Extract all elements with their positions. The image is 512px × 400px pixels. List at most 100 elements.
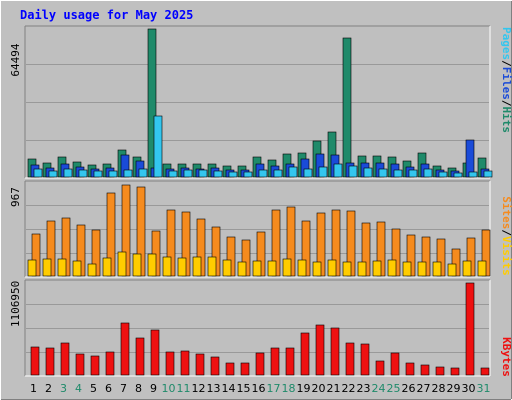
- bar-pages-day-19: [303, 168, 313, 178]
- bar-visits-day-undefined: [267, 260, 277, 277]
- bar-kbytes-day-undefined: [405, 362, 415, 376]
- bar-visits-day-undefined: [27, 259, 37, 277]
- day-axis-labels: 1 2 3 4 5 6 7 8 9 10 11 12 13 14 15 16 17 18 19 20 21 22 23 24 2…: [30, 382, 491, 395]
- bar-pages-day-23: [363, 167, 373, 178]
- bar-kbytes-day-undefined: [90, 355, 100, 376]
- day-label-1: 1: [30, 382, 37, 395]
- bar-pages-day-5: [93, 170, 103, 178]
- day-label-23: 23: [357, 382, 371, 395]
- bar-visits-day-undefined: [237, 261, 247, 277]
- bar-pages-day-8: [138, 168, 148, 178]
- bar-visits-day-undefined: [357, 261, 367, 277]
- legend-slash-2: /: [500, 100, 512, 107]
- bar-kbytes-day-undefined: [345, 342, 355, 376]
- kbytes-panel: [24, 279, 491, 377]
- bar-kbytes-day-undefined: [315, 324, 325, 376]
- day-label-2: 2: [45, 382, 52, 395]
- bar-pages-day-22: [348, 165, 358, 178]
- panel-3-ymax-label: 1106950: [9, 281, 22, 327]
- day-label-8: 8: [135, 382, 142, 395]
- day-label-27: 27: [417, 382, 431, 395]
- bar-kbytes-day-undefined: [180, 350, 190, 376]
- bar-pages-day-17: [273, 169, 283, 178]
- legend-kbytes: KBytes: [500, 337, 512, 377]
- day-label-14: 14: [222, 382, 236, 395]
- bar-kbytes-day-undefined: [330, 327, 340, 376]
- hits-files-pages-panel: [24, 25, 493, 179]
- day-label-15: 15: [237, 382, 251, 395]
- bar-visits-day-undefined: [117, 251, 127, 277]
- bar-pages-day-15: [243, 171, 253, 178]
- day-label-24: 24: [372, 382, 386, 395]
- bar-pages-day-7: [123, 169, 133, 178]
- bar-hits-day-22: [342, 37, 352, 178]
- bar-kbytes-day-undefined: [285, 347, 295, 376]
- bar-visits-day-undefined: [417, 261, 427, 277]
- day-label-13: 13: [207, 382, 221, 395]
- sites-visits-panel: [24, 180, 491, 278]
- panel-2-ymax-label: 967: [9, 187, 22, 207]
- bar-kbytes-day-undefined: [165, 351, 175, 376]
- bar-pages-day-2: [48, 170, 58, 178]
- bar-visits-day-undefined: [282, 258, 292, 277]
- bar-pages-day-4: [78, 169, 88, 178]
- legend-slash-3: /: [500, 229, 512, 236]
- day-label-20: 20: [312, 382, 326, 395]
- bar-visits-day-undefined: [372, 260, 382, 277]
- bar-kbytes-day-undefined: [150, 329, 160, 376]
- bar-pages-day-11: [183, 169, 193, 178]
- day-label-3: 3: [60, 382, 67, 395]
- legend-hits: Hits: [500, 107, 512, 134]
- day-label-19: 19: [297, 382, 311, 395]
- bar-kbytes-day-undefined: [60, 342, 70, 376]
- bar-pages-day-24: [378, 168, 388, 178]
- bar-pages-day-14: [228, 171, 238, 178]
- bar-kbytes-day-undefined: [375, 360, 385, 376]
- bar-visits-day-undefined: [147, 253, 157, 277]
- bar-kbytes-day-undefined: [30, 346, 40, 376]
- bar-kbytes-day-undefined: [390, 352, 400, 376]
- bar-pages-day-13: [213, 170, 223, 178]
- day-label-31: 31: [477, 382, 491, 395]
- bar-kbytes-day-undefined: [420, 364, 430, 376]
- legend-panel-3: KBytes: [500, 337, 512, 377]
- bar-visits-day-undefined: [177, 257, 187, 277]
- bar-visits-day-undefined: [312, 261, 322, 277]
- bar-kbytes-day-undefined: [225, 362, 235, 376]
- bar-pages-day-26: [408, 169, 418, 178]
- day-label-29: 29: [447, 382, 461, 395]
- day-label-6: 6: [105, 382, 112, 395]
- bar-pages-day-25: [393, 169, 403, 178]
- bar-visits-day-undefined: [222, 259, 232, 277]
- bar-pages-day-16: [258, 169, 268, 178]
- bar-pages-day-31: [483, 170, 493, 178]
- bar-visits-day-undefined: [162, 256, 172, 277]
- bar-pages-day-30: [468, 171, 478, 178]
- day-label-7: 7: [120, 382, 127, 395]
- bar-pages-day-28: [438, 171, 448, 178]
- day-label-11: 11: [177, 382, 191, 395]
- bar-visits-day-undefined: [72, 260, 82, 277]
- day-label-17: 17: [267, 382, 281, 395]
- bar-visits-day-undefined: [57, 258, 67, 277]
- bar-visits-day-undefined: [447, 263, 457, 277]
- bar-visits-day-undefined: [102, 257, 112, 277]
- bar-files-day-30: [465, 139, 475, 178]
- bar-kbytes-day-undefined: [480, 367, 490, 376]
- day-label-4: 4: [75, 382, 82, 395]
- bar-visits-day-undefined: [252, 260, 262, 277]
- panel-1-ymax-label: 64494: [9, 43, 22, 76]
- day-label-25: 25: [387, 382, 401, 395]
- day-label-5: 5: [90, 382, 97, 395]
- day-label-22: 22: [342, 382, 356, 395]
- day-label-16: 16: [252, 382, 266, 395]
- bar-pages-day-3: [63, 168, 73, 178]
- bar-pages-day-10: [168, 170, 178, 178]
- bar-kbytes-day-undefined: [120, 322, 130, 376]
- bar-visits-day-undefined: [297, 259, 307, 277]
- day-label-26: 26: [402, 382, 416, 395]
- bar-visits-day-undefined: [87, 263, 97, 277]
- bar-visits-day-undefined: [327, 259, 337, 277]
- bar-visits-day-undefined: [192, 256, 202, 277]
